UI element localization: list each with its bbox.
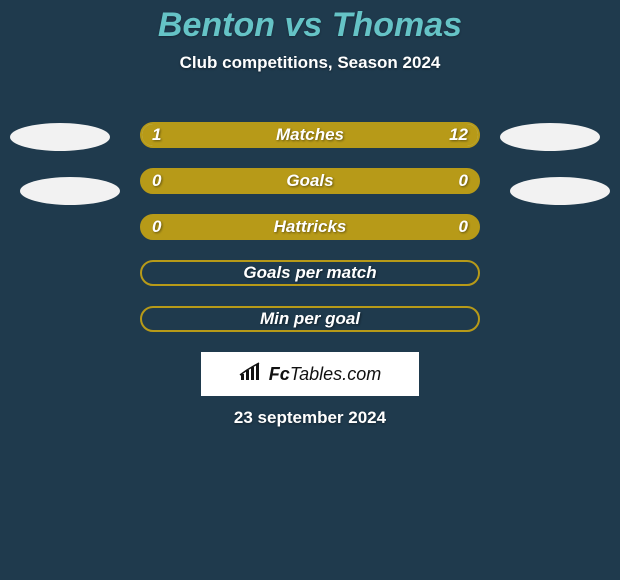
stat-label: Goals [140, 171, 480, 191]
stat-row: Goals per match [140, 260, 480, 286]
stat-value-left: 0 [152, 171, 161, 191]
stat-label: Matches [140, 125, 480, 145]
stat-row: Hattricks0 0 [140, 214, 480, 240]
logo-inner: FcTables.com [239, 362, 381, 387]
date-label: 23 september 2024 [0, 408, 620, 428]
subtitle: Club competitions, Season 2024 [0, 53, 620, 73]
stat-value-right: 12 [449, 125, 468, 145]
stat-label: Min per goal [140, 309, 480, 329]
source-logo: FcTables.com [201, 352, 419, 396]
comparison-card: Benton vs Thomas Club competitions, Seas… [0, 0, 620, 580]
logo-text: FcTables.com [269, 364, 381, 385]
page-title: Benton vs Thomas [0, 0, 620, 45]
stat-value-right: 0 [459, 171, 468, 191]
stat-label: Goals per match [140, 263, 480, 283]
stat-row: Matches1 12 [140, 122, 480, 148]
stat-row: Goals0 0 [140, 168, 480, 194]
stat-rows: Matches112Goals00Hattricks00Goals per ma… [0, 122, 620, 352]
stat-value-left: 1 [152, 125, 161, 145]
stat-label: Hattricks [140, 217, 480, 237]
logo-suffix: Tables.com [290, 364, 381, 384]
stat-value-left: 0 [152, 217, 161, 237]
stat-value-right: 0 [459, 217, 468, 237]
logo-prefix: Fc [269, 364, 290, 384]
barchart-icon [239, 362, 265, 387]
stat-row: Min per goal [140, 306, 480, 332]
